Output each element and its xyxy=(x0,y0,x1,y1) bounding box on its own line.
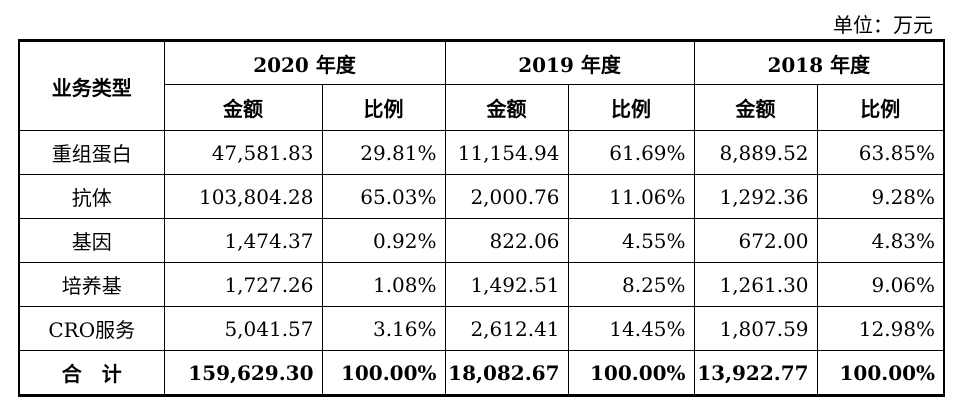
row-name: 重组蛋白 xyxy=(18,130,165,175)
row-header-business-type: 业务类型 xyxy=(18,39,165,131)
cell-ratio: 29.81% xyxy=(321,130,446,175)
cell-amount: 11,154.94 xyxy=(444,130,569,175)
table-row: CRO服务 5,041.57 3.16% 2,612.41 14.45% 1,8… xyxy=(18,306,945,351)
total-ratio: 100.00% xyxy=(816,350,945,397)
cell-amount: 1,261.30 xyxy=(693,262,818,307)
cell-ratio: 8.25% xyxy=(567,262,695,307)
row-name: 培养基 xyxy=(18,262,165,307)
sub-header-ratio: 比例 xyxy=(567,84,695,131)
cell-ratio: 3.16% xyxy=(321,306,446,351)
cell-amount: 822.06 xyxy=(444,218,569,263)
total-amount: 159,629.30 xyxy=(163,350,323,397)
table-row: 基因 1,474.37 0.92% 822.06 4.55% 672.00 4.… xyxy=(18,218,945,263)
total-amount: 18,082.67 xyxy=(444,350,569,397)
row-name: CRO服务 xyxy=(18,306,165,351)
cell-ratio: 4.83% xyxy=(816,218,945,263)
row-name: 基因 xyxy=(18,218,165,263)
unit-label: 单位：万元 xyxy=(833,13,933,37)
table-row: 重组蛋白 47,581.83 29.81% 11,154.94 61.69% 8… xyxy=(18,130,945,175)
cell-amount: 1,292.36 xyxy=(693,174,818,219)
cell-amount: 8,889.52 xyxy=(693,130,818,175)
cell-amount: 2,612.41 xyxy=(444,306,569,351)
cell-amount: 1,492.51 xyxy=(444,262,569,307)
total-ratio: 100.00% xyxy=(321,350,446,397)
total-row: 合 计 159,629.30 100.00% 18,082.67 100.00%… xyxy=(18,350,945,397)
cell-ratio: 12.98% xyxy=(816,306,945,351)
cell-amount: 2,000.76 xyxy=(444,174,569,219)
cell-amount: 103,804.28 xyxy=(163,174,323,219)
year-header-2020: 2020 年度 xyxy=(163,39,446,85)
cell-ratio: 4.55% xyxy=(567,218,695,263)
cell-ratio: 1.08% xyxy=(321,262,446,307)
sub-header-amount: 金额 xyxy=(693,84,818,131)
year-header-2019: 2019 年度 xyxy=(444,39,695,85)
cell-amount: 5,041.57 xyxy=(163,306,323,351)
cell-ratio: 63.85% xyxy=(816,130,945,175)
sub-header-ratio: 比例 xyxy=(816,84,945,131)
table-row: 抗体 103,804.28 65.03% 2,000.76 11.06% 1,2… xyxy=(18,174,945,219)
cell-amount: 1,474.37 xyxy=(163,218,323,263)
cell-amount: 1,727.26 xyxy=(163,262,323,307)
cell-ratio: 9.06% xyxy=(816,262,945,307)
table-row: 培养基 1,727.26 1.08% 1,492.51 8.25% 1,261.… xyxy=(18,262,945,307)
business-revenue-table: 业务类型 2020 年度 2019 年度 2018 年度 金额 比例 金额 比例… xyxy=(18,39,946,397)
total-ratio: 100.00% xyxy=(567,350,695,397)
row-name: 抗体 xyxy=(18,174,165,219)
cell-ratio: 14.45% xyxy=(567,306,695,351)
cell-ratio: 11.06% xyxy=(567,174,695,219)
cell-amount: 672.00 xyxy=(693,218,818,263)
cell-ratio: 65.03% xyxy=(321,174,446,219)
year-header-2018: 2018 年度 xyxy=(693,39,945,85)
total-label: 合 计 xyxy=(18,350,165,397)
cell-ratio: 9.28% xyxy=(816,174,945,219)
total-amount: 13,922.77 xyxy=(693,350,818,397)
sub-header-amount: 金额 xyxy=(163,84,323,131)
cell-ratio: 0.92% xyxy=(321,218,446,263)
cell-amount: 47,581.83 xyxy=(163,130,323,175)
sub-header-ratio: 比例 xyxy=(321,84,446,131)
cell-ratio: 61.69% xyxy=(567,130,695,175)
sub-header-amount: 金额 xyxy=(444,84,569,131)
cell-amount: 1,807.59 xyxy=(693,306,818,351)
